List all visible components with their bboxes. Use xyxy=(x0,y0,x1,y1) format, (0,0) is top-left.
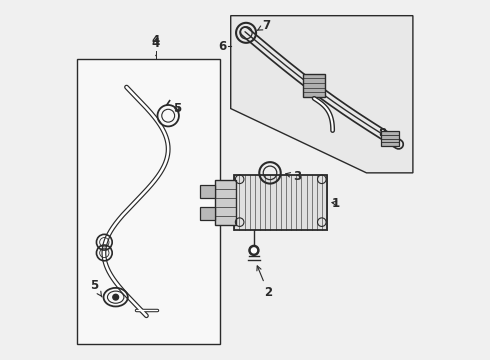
Bar xyxy=(200,185,215,198)
Text: 5: 5 xyxy=(90,279,102,297)
Bar xyxy=(200,207,215,220)
Bar xyxy=(215,180,236,225)
Text: 5: 5 xyxy=(173,102,181,115)
Circle shape xyxy=(249,246,259,255)
Text: 7: 7 xyxy=(257,19,270,32)
Text: 3: 3 xyxy=(286,170,301,183)
Circle shape xyxy=(251,248,256,253)
Bar xyxy=(77,59,220,344)
Text: 4: 4 xyxy=(151,37,160,56)
Bar xyxy=(381,131,398,146)
Text: 2: 2 xyxy=(257,266,272,299)
Text: 6: 6 xyxy=(218,40,226,53)
Text: 4: 4 xyxy=(151,34,160,47)
Bar xyxy=(234,175,327,230)
Bar xyxy=(303,74,325,97)
Polygon shape xyxy=(231,16,413,173)
Text: 8: 8 xyxy=(378,127,395,140)
Text: 1: 1 xyxy=(332,197,340,210)
Circle shape xyxy=(113,294,119,300)
